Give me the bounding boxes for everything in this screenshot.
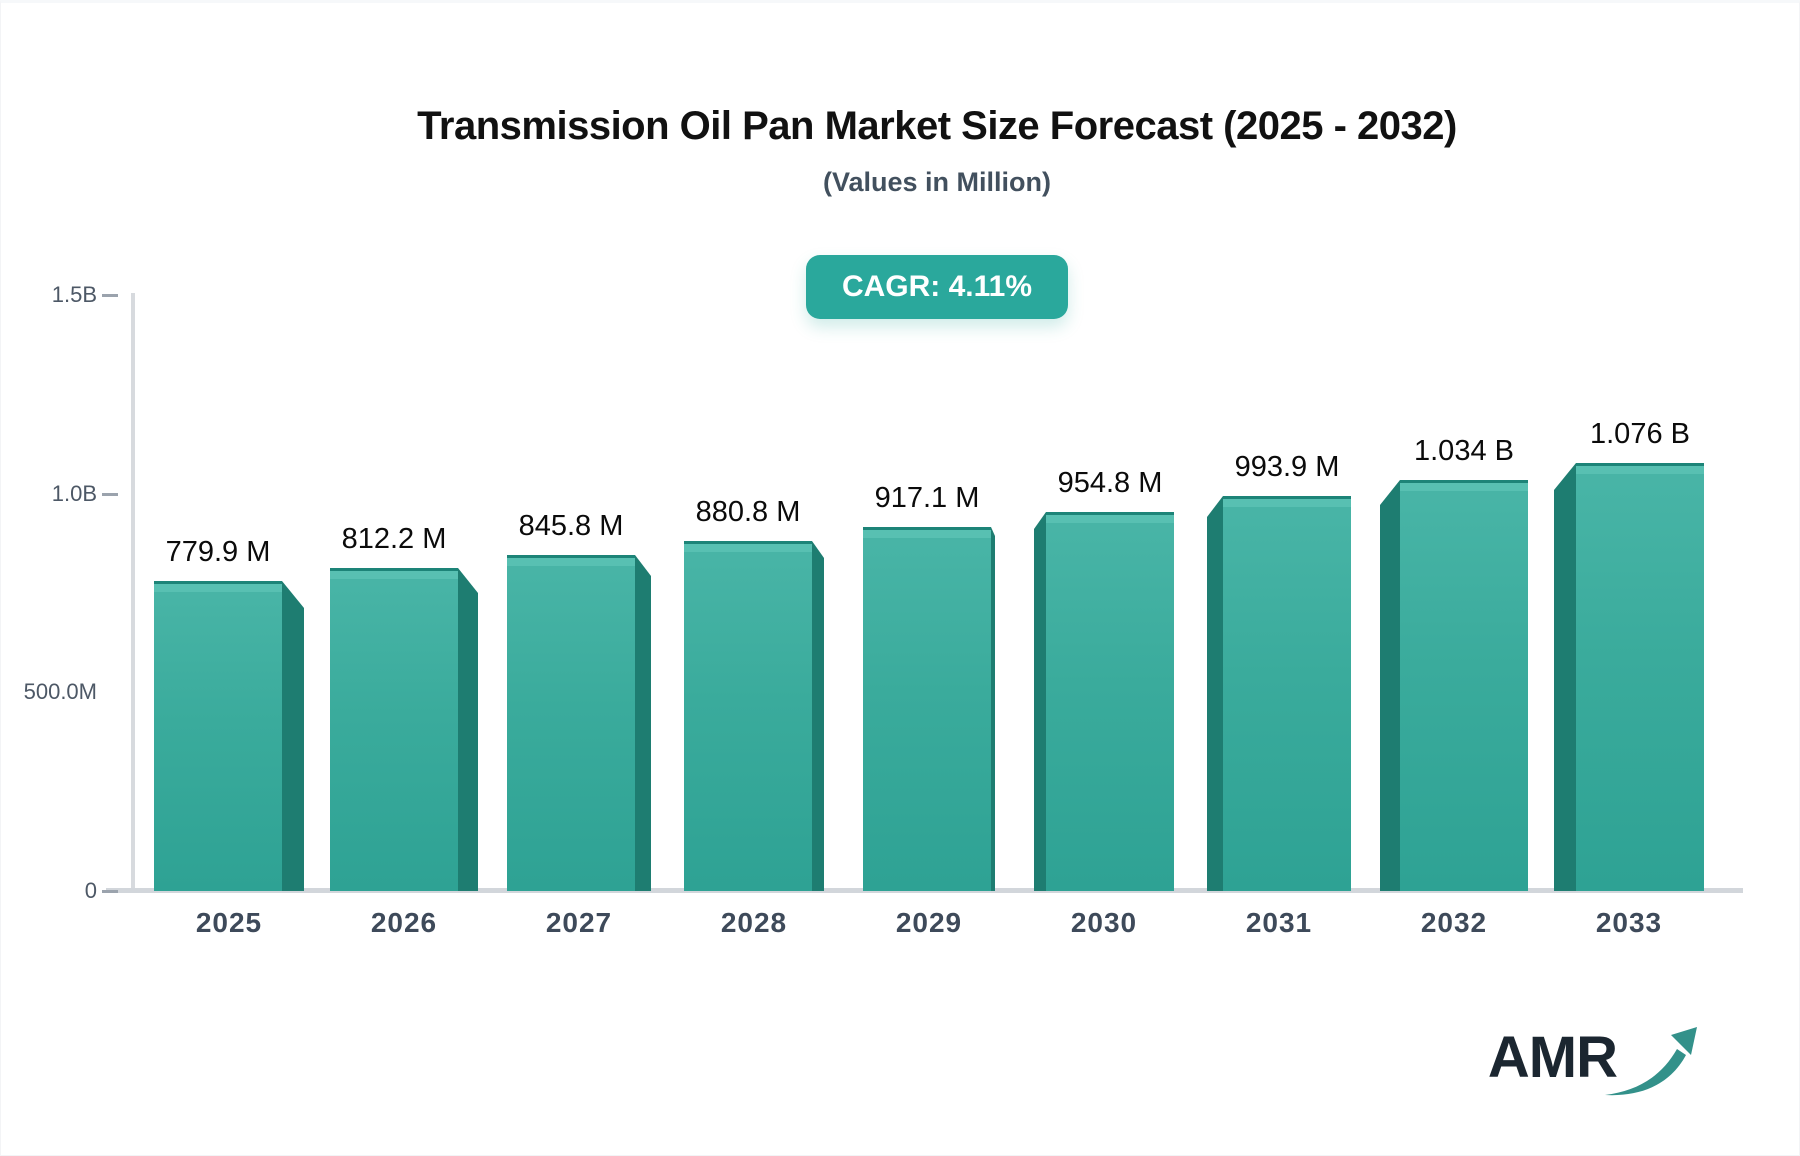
cagr-badge: CAGR: 4.11% <box>805 255 1069 319</box>
bar-2029 <box>863 527 991 891</box>
chart-title: Transmission Oil Pan Market Size Forecas… <box>417 104 1457 148</box>
y-axis-label-500.0M: 500.0M <box>23 679 97 704</box>
x-axis-label-2033: 2033 <box>1595 907 1663 938</box>
bar-2027 <box>507 555 635 891</box>
x-axis-label-2029: 2029 <box>895 907 963 938</box>
bar-value-label: 779.9 M <box>165 536 271 568</box>
bar-value-label: 917.1 M <box>874 482 980 514</box>
y-axis-line <box>131 293 135 891</box>
y-tick-dash <box>102 493 118 496</box>
bar-value-label: 954.8 M <box>1057 467 1163 499</box>
x-axis-label-2032: 2032 <box>1420 907 1488 938</box>
cagr-badge-row: CAGR: 4.11% <box>131 255 1743 319</box>
bar-2031 <box>1223 496 1351 891</box>
bar-side-2026 <box>458 568 478 891</box>
amr-logo-text: AMR <box>1487 1025 1618 1090</box>
x-axis-label-2025: 2025 <box>195 907 263 938</box>
bar-side-2027 <box>635 555 651 891</box>
chart-subtitle: (Values in Million) <box>822 167 1052 197</box>
bar-side-2033 <box>1554 463 1576 891</box>
bar-side-2032 <box>1380 480 1400 891</box>
y-axis-label-0: 0 <box>84 878 97 903</box>
bar-value-label: 993.9 M <box>1234 451 1340 483</box>
bar-value-label: 845.8 M <box>518 510 624 542</box>
bar-value-label: 880.8 M <box>695 496 801 528</box>
bar-2026 <box>330 568 458 891</box>
x-axis-label-2031: 2031 <box>1245 907 1313 938</box>
bar-2025 <box>154 581 282 891</box>
bar-side-2029 <box>991 527 995 891</box>
growth-arrow-icon <box>1605 1027 1697 1096</box>
bar-2032 <box>1400 480 1528 891</box>
x-axis-label-2030: 2030 <box>1070 907 1138 938</box>
bar-side-2031 <box>1207 496 1223 891</box>
bar-value-label: 812.2 M <box>341 523 447 555</box>
x-axis-label-2028: 2028 <box>720 907 788 938</box>
bar-2028 <box>684 541 812 891</box>
x-axis-label-2027: 2027 <box>545 907 613 938</box>
x-axis-label-2026: 2026 <box>370 907 438 938</box>
bar-side-2025 <box>282 581 304 891</box>
bar-2033 <box>1576 463 1704 891</box>
y-axis-label-1.0B: 1.0B <box>51 481 97 506</box>
y-tick-dash <box>102 294 118 297</box>
bar-2030 <box>1046 512 1174 891</box>
y-tick-dash <box>102 890 118 893</box>
bar-value-label: 1.034 B <box>1414 435 1514 467</box>
bar-side-2028 <box>812 541 824 891</box>
bar-side-2030 <box>1034 512 1046 891</box>
amr-logo: AMR <box>1487 1025 1699 1099</box>
y-axis-label-1.5B: 1.5B <box>51 282 97 307</box>
bar-value-label: 1.076 B <box>1590 418 1690 450</box>
